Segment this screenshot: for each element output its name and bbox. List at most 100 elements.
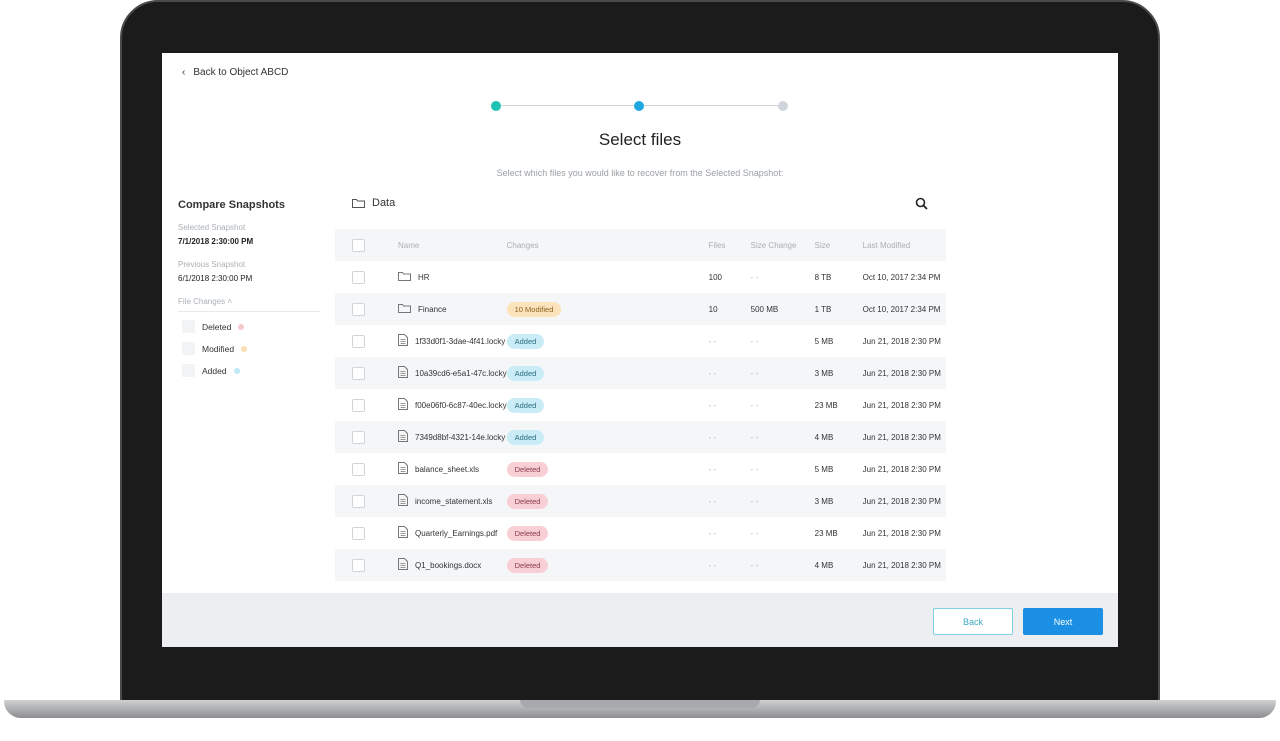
change-badge: Deleted bbox=[506, 557, 549, 573]
last-modified: Jun 21, 2018 2:30 PM bbox=[862, 400, 941, 410]
last-modified: Jun 21, 2018 2:30 PM bbox=[862, 496, 941, 506]
selected-snapshot-label: Selected Snapshot bbox=[178, 223, 246, 232]
size: 1 TB bbox=[814, 304, 832, 314]
row-checkbox[interactable] bbox=[352, 462, 365, 476]
next-button[interactable]: Next bbox=[1023, 608, 1103, 635]
color-dot-icon bbox=[238, 323, 245, 330]
file-icon bbox=[398, 462, 408, 476]
item-name[interactable]: Finance bbox=[418, 304, 447, 314]
filter-checkbox[interactable] bbox=[182, 364, 195, 377]
size-change: - - bbox=[750, 400, 759, 410]
size-change: - - bbox=[750, 432, 759, 442]
files-count: - - bbox=[708, 560, 717, 570]
last-modified: Oct 10, 2017 2:34 PM bbox=[862, 304, 941, 314]
page-title: Select files bbox=[598, 130, 682, 149]
size: 5 MB bbox=[814, 464, 834, 474]
selected-snapshot-value: 7/1/2018 2:30:00 PM bbox=[178, 237, 254, 246]
table-row[interactable]: income_statement.xls Deleted - - - - 3 M… bbox=[335, 485, 946, 517]
filter-checkbox[interactable] bbox=[182, 342, 195, 355]
item-name[interactable]: 1f33d0f1-3dae-4f41.locky bbox=[415, 336, 506, 346]
column-header-size[interactable]: Size bbox=[814, 240, 831, 250]
column-header-name[interactable]: Name bbox=[398, 240, 420, 250]
filter-checkbox[interactable] bbox=[182, 320, 195, 333]
column-header-last-modified[interactable]: Last Modified bbox=[862, 240, 911, 250]
change-badge: Added bbox=[506, 333, 545, 349]
page-subtitle: Select which files you would like to rec… bbox=[496, 168, 784, 178]
files-count: - - bbox=[708, 368, 717, 378]
size-change: - - bbox=[750, 560, 759, 570]
files-count: 10 bbox=[708, 304, 718, 314]
table-row[interactable]: Q1_bookings.docx Deleted - - - - 4 MB Ju… bbox=[335, 549, 946, 581]
folder-icon bbox=[352, 199, 365, 208]
size-change: - - bbox=[750, 272, 759, 282]
back-button[interactable]: Back bbox=[933, 608, 1013, 635]
back-to-object-link[interactable]: ‹ Back to Object ABCD bbox=[182, 67, 288, 78]
row-checkbox[interactable] bbox=[352, 494, 365, 508]
files-table: Name Changes Files Size Change Size Last… bbox=[335, 229, 946, 581]
change-badge: Deleted bbox=[506, 493, 549, 509]
size-change: - - bbox=[750, 528, 759, 538]
row-checkbox[interactable] bbox=[352, 526, 365, 540]
folder-icon bbox=[398, 303, 411, 315]
last-modified: Jun 21, 2018 2:30 PM bbox=[862, 336, 941, 346]
file-icon bbox=[398, 334, 408, 348]
search-icon[interactable] bbox=[915, 197, 928, 215]
row-checkbox[interactable] bbox=[352, 430, 365, 444]
table-row[interactable]: 7349d8bf-4321-14e.locky Added - - - - 4 … bbox=[335, 421, 946, 453]
folder-name: Data bbox=[372, 197, 396, 209]
item-name[interactable]: f00e06f0-6c87-40ec.locky bbox=[415, 400, 507, 410]
last-modified: Jun 21, 2018 2:30 PM bbox=[862, 560, 941, 570]
row-checkbox[interactable] bbox=[352, 398, 365, 412]
column-header-size-change[interactable]: Size Change bbox=[750, 240, 797, 250]
size: 4 MB bbox=[814, 560, 834, 570]
step-3-dot bbox=[778, 101, 788, 111]
change-badge: Added bbox=[506, 397, 545, 413]
row-checkbox[interactable] bbox=[352, 558, 365, 572]
table-row[interactable]: HR 100 - - 8 TB Oct 10, 2017 2:34 PM bbox=[335, 261, 946, 293]
item-name[interactable]: balance_sheet.xls bbox=[415, 464, 480, 474]
current-folder: Data bbox=[352, 197, 395, 209]
chevron-up-icon: ˄ bbox=[227, 297, 233, 306]
last-modified: Jun 21, 2018 2:30 PM bbox=[862, 368, 941, 378]
file-icon bbox=[398, 494, 408, 508]
size: 23 MB bbox=[814, 400, 838, 410]
legend-item-modified[interactable]: Modified bbox=[182, 342, 320, 355]
size: 3 MB bbox=[814, 368, 834, 378]
select-all-checkbox[interactable] bbox=[352, 238, 365, 252]
table-row[interactable]: balance_sheet.xls Deleted - - - - 5 MB J… bbox=[335, 453, 946, 485]
legend-item-added[interactable]: Added bbox=[182, 364, 320, 377]
back-link-label: Back to Object ABCD bbox=[193, 67, 289, 78]
item-name[interactable]: HR bbox=[418, 272, 430, 282]
table-row[interactable]: Quarterly_Earnings.pdf Deleted - - - - 2… bbox=[335, 517, 946, 549]
column-header-files[interactable]: Files bbox=[708, 240, 726, 250]
row-checkbox[interactable] bbox=[352, 302, 365, 316]
item-name[interactable]: 7349d8bf-4321-14e.locky bbox=[415, 432, 506, 442]
files-count: - - bbox=[708, 432, 717, 442]
row-checkbox[interactable] bbox=[352, 334, 365, 348]
file-changes-toggle[interactable]: File Changes ˄ bbox=[178, 297, 320, 312]
size: 8 TB bbox=[814, 272, 832, 282]
size-change: 500 MB bbox=[750, 304, 779, 314]
column-header-changes[interactable]: Changes bbox=[506, 240, 539, 250]
table-header-row: Name Changes Files Size Change Size Last… bbox=[335, 229, 946, 261]
table-row[interactable]: 1f33d0f1-3dae-4f41.locky Added - - - - 5… bbox=[335, 325, 946, 357]
change-badge: Added bbox=[506, 365, 545, 381]
size: 23 MB bbox=[814, 528, 838, 538]
files-count: - - bbox=[708, 496, 717, 506]
row-checkbox[interactable] bbox=[352, 270, 365, 284]
item-name[interactable]: Quarterly_Earnings.pdf bbox=[415, 528, 498, 538]
size: 4 MB bbox=[814, 432, 834, 442]
footer-bar: Back Next bbox=[162, 593, 1118, 647]
legend-item-deleted[interactable]: Deleted bbox=[182, 320, 320, 333]
item-name[interactable]: income_statement.xls bbox=[415, 496, 493, 506]
files-count: - - bbox=[708, 400, 717, 410]
item-name[interactable]: 10a39cd6-e5a1-47c.locky bbox=[415, 368, 507, 378]
table-row[interactable]: f00e06f0-6c87-40ec.locky Added - - - - 2… bbox=[335, 389, 946, 421]
row-checkbox[interactable] bbox=[352, 366, 365, 380]
size-change: - - bbox=[750, 464, 759, 474]
item-name[interactable]: Q1_bookings.docx bbox=[415, 560, 482, 570]
last-modified: Jun 21, 2018 2:30 PM bbox=[862, 464, 941, 474]
table-row[interactable]: 10a39cd6-e5a1-47c.locky Added - - - - 3 … bbox=[335, 357, 946, 389]
table-row[interactable]: Finance 10 Modified 10 500 MB 1 TB Oct 1… bbox=[335, 293, 946, 325]
size-change: - - bbox=[750, 336, 759, 346]
